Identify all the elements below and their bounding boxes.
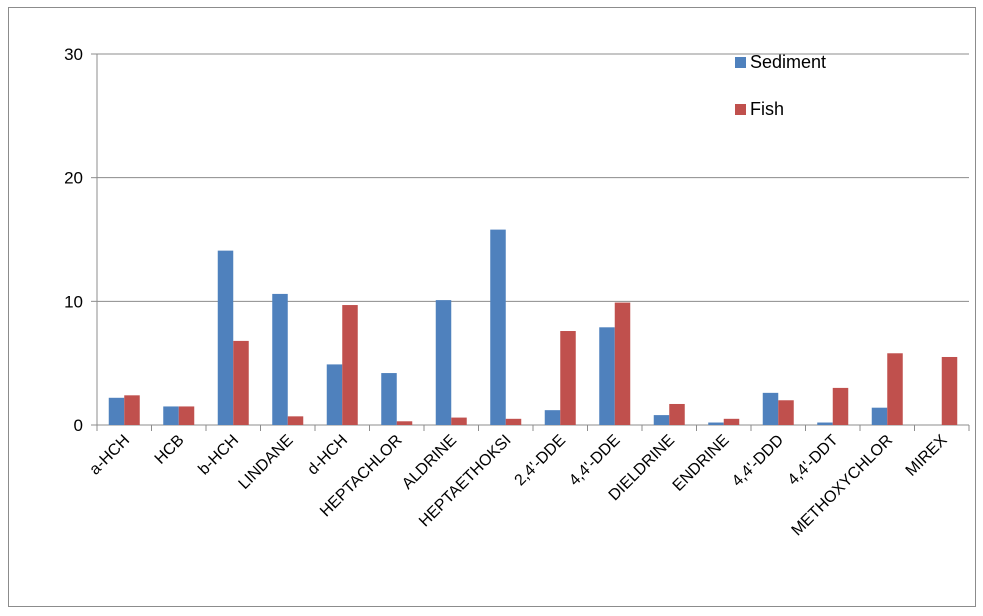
- x-tick-label: HCB: [152, 432, 188, 468]
- bar-fish: [614, 302, 631, 425]
- x-tick-label: 4,4'-DDT: [785, 432, 842, 489]
- bar-fish: [287, 416, 304, 425]
- gridlines: [97, 53, 969, 302]
- x-tick-label: b-HCH: [195, 432, 242, 479]
- legend-label: Fish: [750, 99, 784, 119]
- x-tick-label: HEPTAETHOKSI: [416, 432, 515, 531]
- y-tick-label: 10: [64, 292, 83, 311]
- bar-sediment: [326, 364, 343, 425]
- bar-fish: [560, 331, 576, 425]
- bar-fish: [887, 353, 903, 425]
- bar-sediment: [544, 410, 561, 425]
- bar-fish: [124, 395, 140, 425]
- legend-label: Sediment: [750, 52, 826, 72]
- x-tick-label: 4,4'-DDD: [729, 432, 787, 490]
- legend-swatch: [735, 104, 746, 115]
- bar-sediment: [217, 250, 234, 425]
- legend: Sediment Fish: [735, 52, 826, 119]
- bar-sediment: [762, 392, 779, 425]
- x-tick-label: MIREX: [903, 432, 951, 480]
- y-tick-label: 20: [64, 169, 83, 188]
- x-tick-label: LINDANE: [236, 432, 297, 493]
- bar-sediment: [490, 229, 506, 425]
- bar-fish: [396, 421, 413, 425]
- bar-fish: [778, 400, 794, 425]
- bar-sediment: [653, 415, 670, 425]
- x-tick-label: 2,4'-DDE: [512, 432, 570, 490]
- bar-fish: [505, 418, 522, 425]
- x-tick-label: a-HCH: [86, 432, 133, 479]
- bar-sediment: [435, 300, 452, 425]
- y-tick-labels: 0 10 20 30: [64, 45, 83, 435]
- bar-fish: [941, 356, 958, 425]
- legend-swatch: [735, 57, 746, 68]
- x-tick-label: d-HCH: [304, 432, 351, 479]
- bar-fish: [832, 387, 849, 425]
- y-tick-label: 0: [74, 416, 83, 435]
- bar-fish: [342, 305, 358, 425]
- x-tick-label: 4,4'-DDE: [566, 432, 624, 490]
- x-tick-label: ENDRINE: [670, 432, 733, 495]
- bars: [108, 229, 958, 425]
- bar-sediment: [871, 407, 888, 425]
- bar-sediment: [817, 422, 833, 425]
- bar-sediment: [272, 293, 288, 425]
- bar-sediment: [163, 406, 179, 425]
- bar-fish: [178, 406, 195, 425]
- bar-fish: [451, 417, 467, 425]
- bar-sediment: [599, 327, 615, 425]
- chart-area: 0 10 20 30 a-HCH HCB b-HCH LINDANE d-HCH HEPTACH…: [8, 7, 976, 607]
- bar-fish: [233, 340, 249, 425]
- bar-sediment: [108, 397, 125, 425]
- bar-fish: [723, 418, 740, 425]
- bar-sediment: [381, 373, 397, 425]
- x-tick-label: METHOXYCHLOR: [789, 432, 897, 540]
- bar-fish: [669, 403, 685, 425]
- bar-sediment: [708, 422, 724, 425]
- y-tick-label: 30: [64, 45, 83, 64]
